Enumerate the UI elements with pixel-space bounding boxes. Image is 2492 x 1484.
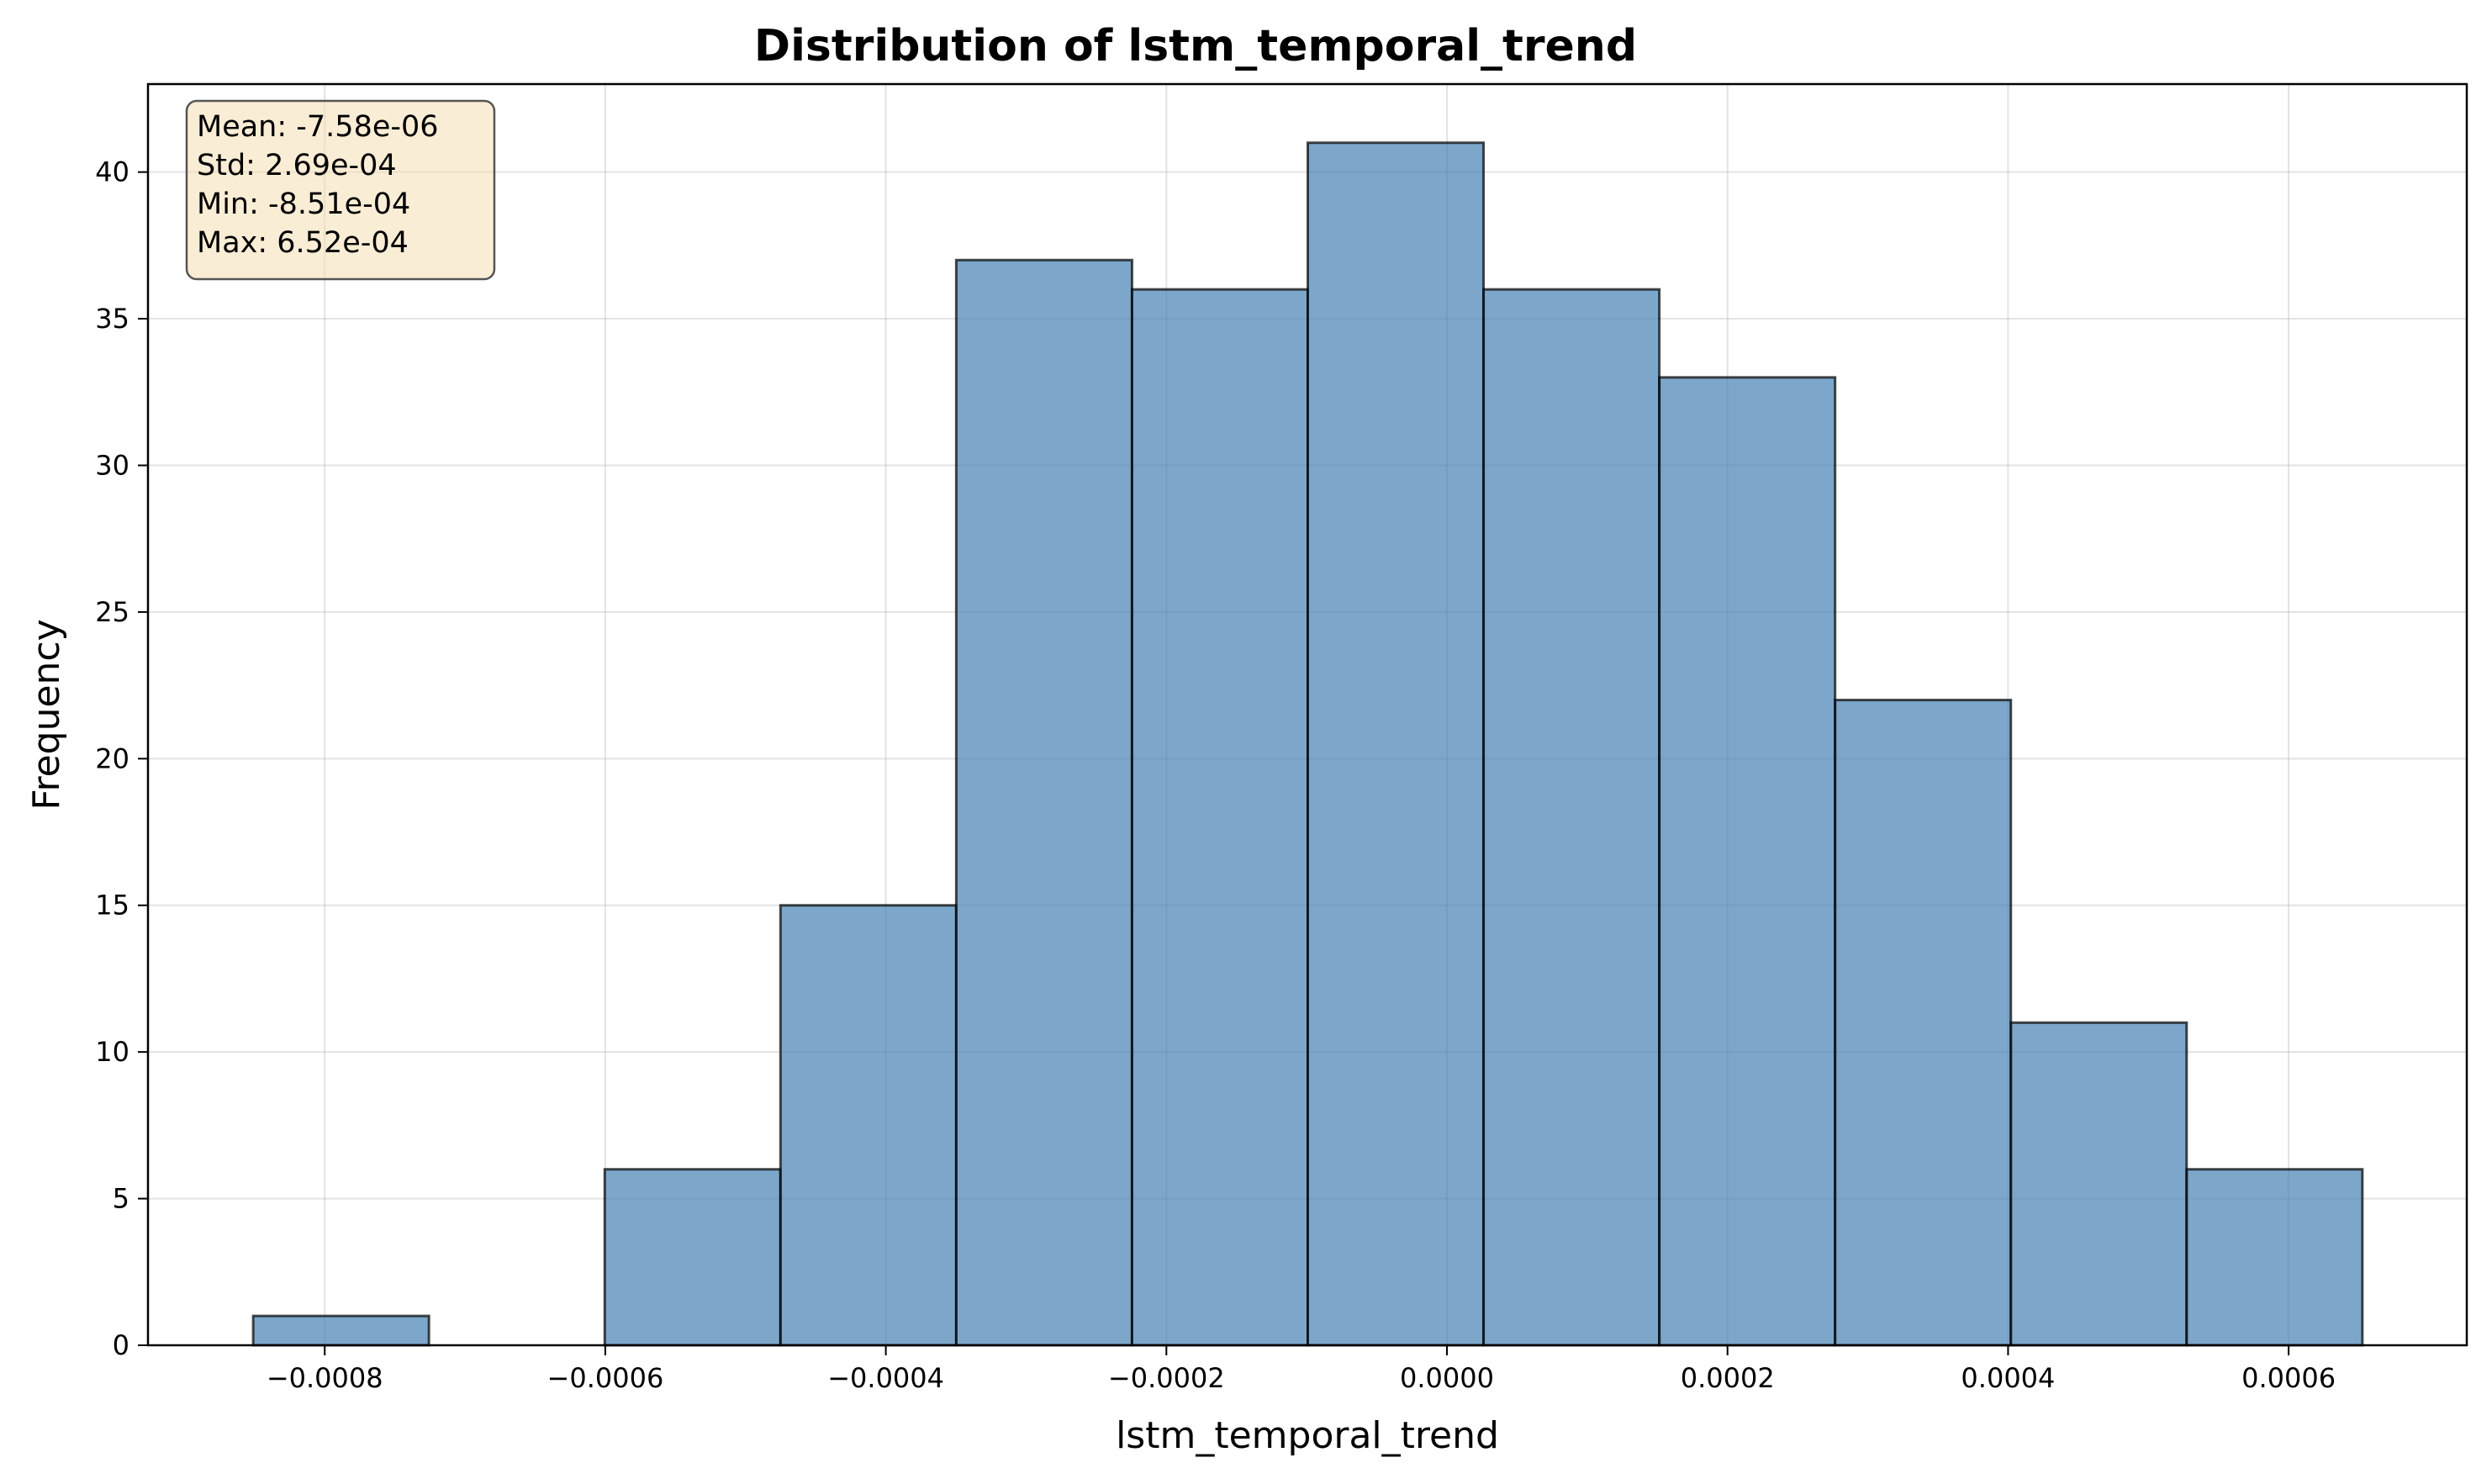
y-axis-ticks: 0 5 10 15 20 25 30 35 40 [95, 156, 148, 1361]
y-tick-label: 5 [113, 1183, 129, 1215]
histogram-bar [2185, 1168, 2364, 1347]
histogram-bar [1834, 699, 2013, 1347]
x-axis-ticks: −0.0008 −0.0006 −0.0004 −0.0002 0.0000 0.0002… [267, 1345, 2336, 1394]
stats-std: Std: 2.69e-04 [197, 149, 397, 182]
stats-box: Mean: -7.58e-06 Std: 2.69e-04 Min: -8.51… [185, 99, 496, 281]
histogram-bars [251, 141, 2364, 1347]
y-tick-label: 10 [95, 1036, 129, 1068]
histogram-bar [779, 904, 958, 1347]
y-tick-label: 20 [95, 742, 129, 774]
histogram-bar [1130, 288, 1310, 1347]
stats-min: Min: -8.51e-04 [197, 187, 410, 221]
histogram-bar [251, 1314, 430, 1347]
histogram-bar [954, 258, 1133, 1347]
y-tick-label: 30 [95, 449, 129, 481]
x-axis-label: lstm_temporal_trend [1116, 1414, 1499, 1457]
x-tick-label: 0.0006 [2241, 1362, 2336, 1394]
y-tick-label: 35 [95, 303, 129, 335]
y-tick-label: 15 [95, 890, 129, 922]
chart-title: Distribution of lstm_temporal_trend [754, 21, 1637, 71]
histogram-bar [1307, 141, 1486, 1347]
x-tick-label: −0.0002 [1108, 1362, 1225, 1394]
y-tick-label: 40 [95, 156, 129, 188]
x-tick-label: 0.0000 [1400, 1362, 1494, 1394]
x-tick-label: 0.0004 [1961, 1362, 2055, 1394]
x-tick-label: 0.0002 [1681, 1362, 1775, 1394]
plot-area-frame [146, 82, 2468, 1347]
y-axis-label: Frequency [25, 619, 68, 810]
stats-mean: Mean: -7.58e-06 [197, 110, 439, 144]
y-tick-label: 25 [95, 596, 129, 628]
histogram-bar [2009, 1021, 2188, 1347]
histogram-bar [1658, 376, 1837, 1347]
stats-box-background [185, 99, 496, 281]
stats-max: Max: 6.52e-04 [197, 226, 409, 260]
histogram-bar [603, 1168, 782, 1347]
x-tick-label: −0.0006 [547, 1362, 664, 1394]
histogram-bar [1482, 288, 1661, 1347]
y-tick-label: 0 [113, 1329, 129, 1361]
x-tick-label: −0.0008 [267, 1362, 383, 1394]
x-tick-label: −0.0004 [827, 1362, 944, 1394]
